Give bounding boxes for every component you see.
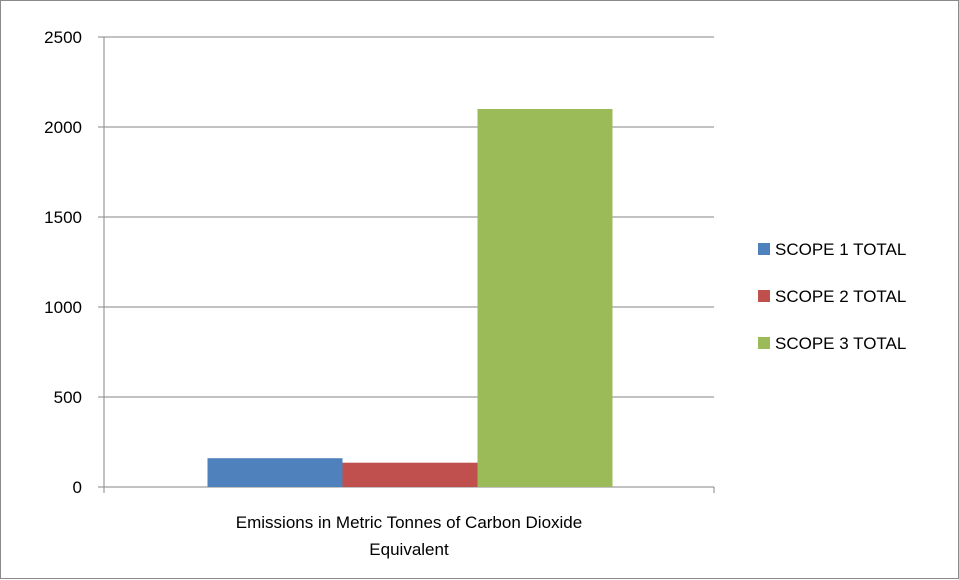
bar-scope-1-total <box>207 458 343 487</box>
axes <box>103 37 715 493</box>
y-tick-label: 2500 <box>44 28 82 47</box>
bars <box>207 109 613 487</box>
legend-swatch <box>758 243 770 255</box>
bar-scope-3-total <box>477 109 613 487</box>
legend-swatch <box>758 337 770 349</box>
y-tick-label: 500 <box>54 388 82 407</box>
x-axis-category-label: Emissions in Metric Tonnes of Carbon Dio… <box>236 513 582 559</box>
y-tick-label: 2000 <box>44 118 82 137</box>
legend-label: SCOPE 2 TOTAL <box>775 287 906 306</box>
legend-swatch <box>758 290 770 302</box>
legend: SCOPE 1 TOTAL SCOPE 2 TOTAL SCOPE 3 TOTAL <box>758 240 906 353</box>
category-label-line: Emissions in Metric Tonnes of Carbon Dio… <box>236 513 582 532</box>
category-label-line: Equivalent <box>369 540 449 559</box>
legend-label: SCOPE 1 TOTAL <box>775 240 906 259</box>
y-tick-label: 1000 <box>44 298 82 317</box>
legend-label: SCOPE 3 TOTAL <box>775 334 906 353</box>
gridlines <box>98 36 714 488</box>
y-axis-tick-labels: 0 500 1000 1500 2000 2500 <box>44 28 82 497</box>
y-tick-label: 1500 <box>44 208 82 227</box>
y-tick-label: 0 <box>73 478 82 497</box>
bar-scope-2-total <box>342 462 478 487</box>
